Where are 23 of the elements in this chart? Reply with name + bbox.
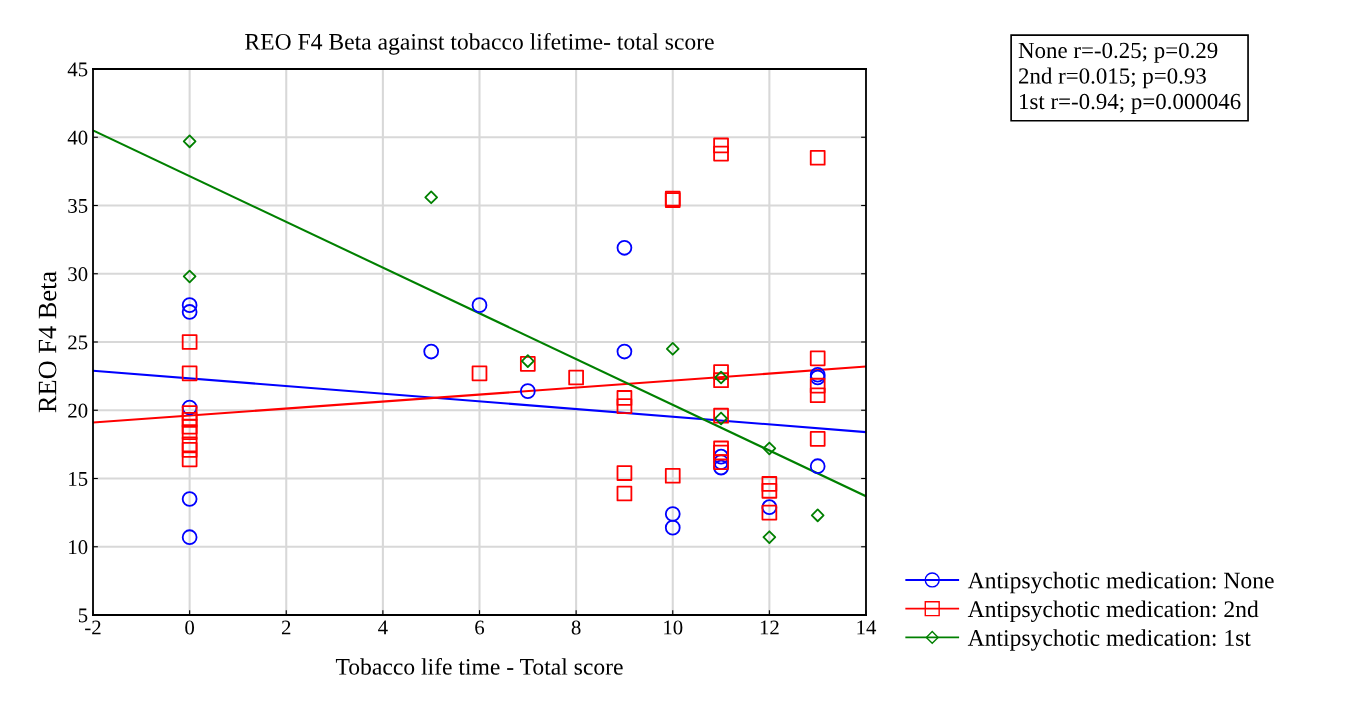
chart-title: REO F4 Beta against tobacco lifetime- total score [245, 32, 714, 55]
y-tick-label: 15 [69, 471, 88, 486]
y-tick-label: 45 [67, 62, 88, 77]
x-tick-label: 2 [281, 620, 291, 635]
x-tick-label: 10 [664, 620, 683, 635]
y-axis-title: REO F4 Beta [38, 271, 57, 413]
x-tick-label: 8 [571, 620, 581, 635]
x-tick-label: 12 [760, 620, 779, 635]
y-tick-label: 10 [69, 540, 88, 555]
y-tick-label: 30 [68, 267, 88, 282]
y-tick-label: 40 [67, 130, 88, 145]
text: None r=-0.25; p=0.29 2nd r=0.015; p=0.93 1st r=-0.94; p=0.000046 [1018, 42, 1241, 114]
x-tick-label: 14 [857, 620, 877, 635]
x-tick-label: 4 [378, 620, 388, 635]
legend-label: Antipsychotic medication: 2nd [967, 600, 1259, 623]
legend-label: Antipsychotic medication: None [967, 571, 1274, 594]
legend-label: Antipsychotic medication: 1st [967, 629, 1251, 651]
x-axis-title: Tobacco life time - Total score [335, 657, 623, 675]
x-tick-label: 6 [475, 620, 485, 635]
x-tick-label: 0 [185, 620, 195, 635]
y-tick-label: 20 [68, 403, 88, 418]
y-tick-label: 35 [68, 198, 88, 213]
y-tick-label: 25 [68, 335, 88, 350]
